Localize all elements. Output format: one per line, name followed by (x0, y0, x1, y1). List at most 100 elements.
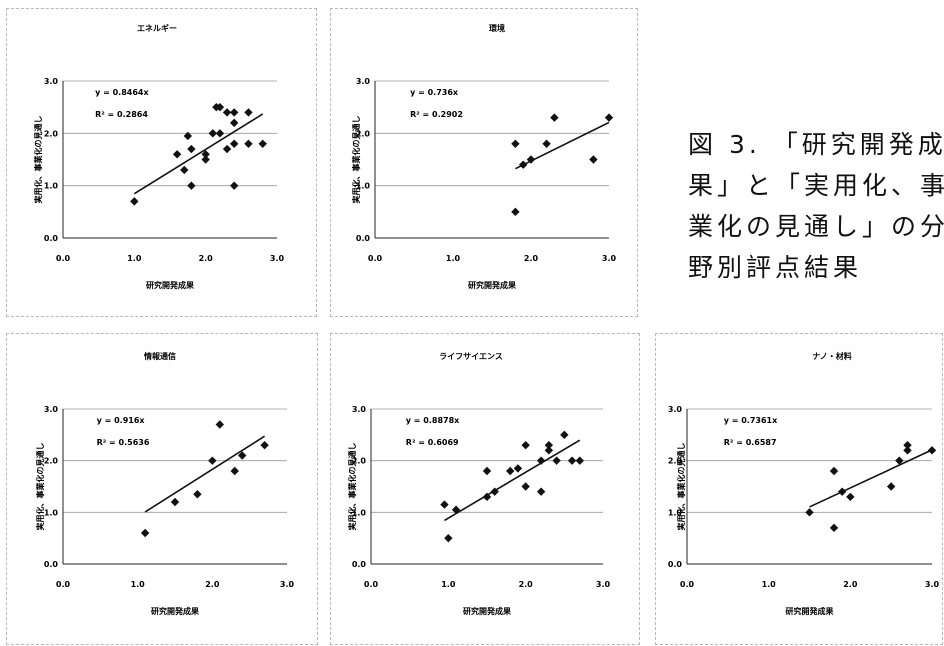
y-axis-label: 実用化、事業化の見通し (351, 116, 361, 204)
data-point (536, 487, 546, 496)
data-point (542, 139, 551, 148)
data-point (544, 446, 554, 455)
y-tick-label: 3.0 (352, 405, 367, 414)
chart-title: ナノ・材料 (812, 351, 852, 361)
data-point (482, 492, 492, 502)
x-axis-label: 研究開発成果 (463, 606, 511, 616)
data-point (451, 505, 461, 514)
chart-panel-nano-materials: ナノ・材料 0.0 1.0 2.0 3.0 0.0 1.0 2.0 3.0 研究開発成果 実用化、事… (655, 333, 943, 645)
trendline-equation: y = 0.916x (97, 416, 146, 425)
data-point (927, 446, 937, 455)
y-tick-label: 0.0 (352, 560, 367, 569)
y-tick-label: 1.0 (668, 508, 683, 517)
y-tick-label: 3.0 (44, 77, 59, 86)
x-axis-label: 研究開発成果 (468, 280, 516, 290)
data-point (604, 113, 614, 122)
data-point (208, 129, 217, 138)
data-point (511, 207, 520, 217)
data-point (170, 497, 180, 507)
data-point (140, 528, 150, 538)
data-point (230, 118, 239, 128)
data-point (886, 482, 896, 491)
data-point (550, 113, 559, 122)
data-point (222, 108, 232, 117)
x-axis-label: 研究開発成果 (151, 606, 199, 616)
x-tick-label: 2.0 (524, 254, 539, 263)
y-axis-label: 実用化、事業化の見通し (676, 443, 686, 531)
chart-svg-energy: エネルギー 0.0 1.0 2.0 3.0 0.0 1.0 2.0 3.0 研究開発成果 実用化、事… (33, 23, 285, 290)
x-tick-label: 3.0 (596, 580, 611, 589)
y-tick-label: 0.0 (44, 560, 59, 569)
data-point (490, 487, 499, 496)
trendline-equation: y = 0.736x (410, 88, 459, 97)
data-point (837, 487, 847, 496)
trendline-r2: R² = 0.6069 (406, 438, 459, 447)
x-tick-label: 2.0 (843, 580, 858, 589)
trendline (133, 113, 264, 195)
data-point (552, 456, 561, 465)
data-point (506, 466, 515, 476)
x-axis-label: 研究開発成果 (146, 280, 194, 290)
data-point (187, 181, 196, 190)
chart-panel-environment: 環境 0.0 1.0 2.0 3.0 0.0 1.0 2.0 3.0 研究開発成果 実用化、事業化の… (330, 8, 638, 317)
y-axis-label: 実用化、事業化の見通し (35, 443, 45, 531)
data-point (519, 160, 528, 169)
data-point (244, 108, 253, 117)
x-tick-label: 3.0 (602, 254, 617, 263)
x-tick-label: 2.0 (205, 580, 220, 589)
data-point (482, 466, 492, 476)
chart-svg-ict: 情報通信 0.0 1.0 2.0 3.0 0.0 1.0 2.0 3.0 研究開発成果 実用化、事業… (35, 351, 295, 616)
data-point (805, 508, 814, 517)
y-tick-label: 2.0 (356, 129, 371, 138)
data-point (193, 490, 202, 499)
data-point (230, 139, 239, 148)
data-point (222, 144, 232, 154)
data-point (183, 131, 193, 141)
data-point (130, 197, 139, 206)
data-point (521, 482, 530, 491)
data-point (180, 165, 189, 175)
data-point (829, 466, 839, 476)
trendline-r2: R² = 0.2902 (410, 110, 463, 119)
data-point (903, 440, 912, 450)
x-tick-label: 3.0 (270, 254, 285, 263)
chart-svg-life-science: ライフサイエンス 0.0 1.0 2.0 3.0 0.0 1.0 2.0 3.0 研究開発成果 実用… (347, 352, 611, 616)
trendline (809, 449, 933, 508)
data-point (444, 533, 453, 543)
data-point (513, 464, 523, 473)
data-point (230, 108, 239, 117)
data-point (244, 139, 253, 148)
data-point (260, 440, 269, 450)
trendline-r2: R² = 0.6587 (724, 438, 777, 447)
y-tick-label: 3.0 (356, 77, 371, 86)
data-point (238, 451, 247, 460)
x-tick-label: 1.0 (131, 580, 146, 589)
chart-panel-energy: エネルギー 0.0 1.0 2.0 3.0 0.0 1.0 2.0 3.0 研究開発成果 実用化、事… (6, 8, 317, 317)
data-point (589, 155, 598, 164)
y-tick-label: 0.0 (44, 234, 59, 243)
y-tick-label: 2.0 (668, 457, 683, 466)
y-tick-label: 1.0 (356, 182, 371, 191)
x-tick-label: 3.0 (925, 580, 940, 589)
x-tick-label: 2.0 (519, 580, 534, 589)
x-tick-label: 1.0 (441, 580, 456, 589)
data-point (230, 181, 239, 190)
data-point (511, 139, 520, 148)
chart-title: 情報通信 (143, 351, 176, 361)
data-point (208, 456, 217, 465)
chart-panel-life-science: ライフサイエンス 0.0 1.0 2.0 3.0 0.0 1.0 2.0 3.0 研究開発成果 実用… (330, 333, 640, 645)
caption-line: 果」と「実用化、事 (688, 171, 944, 200)
trendline-equation: y = 0.8464x (95, 88, 149, 97)
x-tick-label: 2.0 (199, 254, 214, 263)
y-tick-label: 3.0 (668, 405, 683, 414)
x-tick-label: 0.0 (56, 580, 71, 589)
y-tick-label: 3.0 (44, 405, 59, 414)
caption-line: 図 3. 「研究開発成 (688, 130, 944, 159)
data-point (258, 139, 267, 148)
caption-line: 業化の見通し」の分 (688, 212, 944, 241)
chart-title: ライフサイエンス (439, 352, 503, 361)
trendline-r2: R² = 0.5636 (97, 438, 150, 447)
y-tick-label: 2.0 (44, 457, 59, 466)
y-tick-label: 1.0 (352, 508, 367, 517)
chart-title: 環境 (489, 23, 505, 33)
